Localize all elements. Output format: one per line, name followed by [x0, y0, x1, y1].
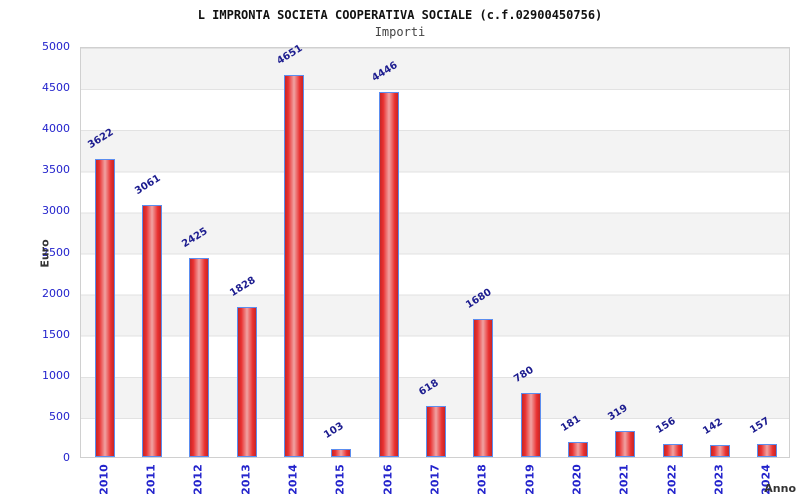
bar — [94, 159, 115, 457]
x-tick-label: 2020 — [570, 464, 584, 495]
x-tick-label: 2018 — [475, 464, 489, 495]
bar-value-label: 1680 — [464, 286, 494, 311]
x-axis-title: Anno — [764, 482, 796, 495]
y-tick-label: 4500 — [42, 81, 70, 95]
bar-value-label: 4446 — [369, 59, 400, 84]
bar — [142, 205, 162, 457]
x-tick-label: 2015 — [333, 464, 347, 495]
bar-value-label: 157 — [748, 415, 773, 436]
y-tick-label: 3000 — [42, 204, 70, 218]
x-tick-label: 2023 — [712, 464, 726, 495]
y-tick-label: 500 — [49, 409, 70, 423]
x-tick-label: 2017 — [428, 464, 442, 495]
bar-value-label: 2425 — [180, 225, 210, 250]
chart-subtitle: Importi — [374, 25, 426, 39]
bar — [520, 393, 541, 457]
y-tick-label: 2000 — [42, 286, 70, 300]
bar-value-label: 3622 — [85, 126, 116, 151]
y-tick-label: 1000 — [42, 368, 70, 382]
y-tick-label: 1500 — [42, 327, 70, 341]
x-tick-label: 2014 — [286, 464, 300, 495]
bar-value-label: 1828 — [227, 274, 258, 299]
y-tick-label: 5000 — [42, 40, 70, 53]
x-tick-label: 2019 — [523, 464, 537, 495]
x-tick-label: 2016 — [381, 464, 395, 495]
plot-area: 3622 3061 2425 1828 4651 103 4446 618 1680 780 181… — [80, 43, 790, 458]
bar-value-label: 156 — [653, 415, 678, 436]
bar — [331, 449, 352, 457]
x-tick-label: 2011 — [144, 464, 158, 495]
bar-value-label: 4651 — [275, 42, 305, 67]
bar-value-label: 181 — [559, 413, 583, 434]
bar — [757, 444, 778, 457]
bar-value-label: 780 — [511, 364, 536, 385]
bar — [473, 319, 494, 457]
y-tick-label: 2500 — [42, 245, 70, 259]
bar — [236, 307, 257, 457]
bar — [662, 444, 683, 457]
x-tick-label: 2010 — [97, 464, 111, 495]
x-tick-label: 2013 — [239, 464, 253, 495]
bar-value-label: 3061 — [133, 172, 163, 197]
bar-value-label: 103 — [322, 420, 347, 441]
x-tick-label: 2022 — [665, 464, 679, 495]
x-tick-label: 2021 — [617, 464, 631, 495]
y-axis-title: Euro — [38, 239, 52, 268]
chart-title: L IMPRONTA SOCIETA COOPERATIVA SOCIALE (… — [197, 8, 603, 22]
y-tick-label: 3500 — [42, 163, 70, 177]
x-tick-label: 2012 — [191, 464, 205, 495]
bar-value-label: 618 — [417, 377, 441, 398]
bar — [568, 442, 588, 457]
bar-value-label: 142 — [701, 416, 725, 437]
bar — [378, 92, 399, 457]
bar — [284, 75, 304, 457]
bar — [710, 445, 730, 457]
y-tick-label: 4000 — [42, 122, 70, 136]
bar — [426, 406, 446, 457]
bar — [189, 258, 210, 457]
bar — [615, 431, 636, 457]
y-tick-label: 0 — [63, 451, 70, 464]
bar-value-label: 319 — [606, 402, 631, 423]
